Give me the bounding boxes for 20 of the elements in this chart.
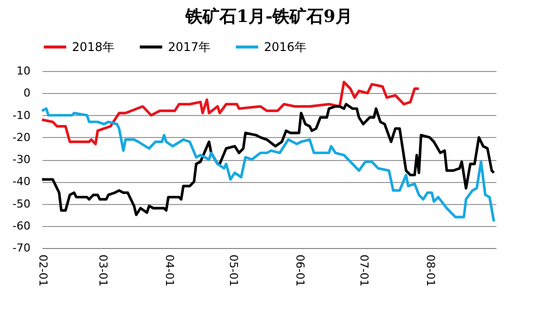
y-tick-label: -10 — [12, 108, 30, 122]
y-tick-label: -50 — [12, 197, 30, 210]
y-tick-label: 0 — [24, 86, 30, 100]
y-tick-label: -60 — [12, 219, 30, 232]
legend-label: 2016年 — [264, 40, 307, 54]
y-tick-label: -40 — [12, 175, 30, 188]
y-tick-label: -30 — [12, 153, 30, 166]
x-tick-label: 03-01 — [96, 254, 110, 286]
x-tick-label: 06-01 — [293, 254, 306, 286]
y-tick-label: -70 — [12, 242, 30, 254]
x-tick-label: 04-01 — [162, 254, 176, 286]
y-tick-label: -20 — [12, 130, 30, 144]
x-tick-label: 07-01 — [358, 254, 371, 286]
x-tick-label: 05-01 — [227, 254, 240, 286]
x-tick-label: 02-01 — [36, 254, 50, 286]
chart-title: 铁矿石1月-铁矿石9月 — [184, 7, 352, 27]
legend-label: 2017年 — [168, 40, 211, 54]
y-tick-label: 10 — [16, 64, 30, 78]
x-tick-label: 08-01 — [424, 254, 438, 286]
legend-label: 2018年 — [72, 40, 115, 54]
